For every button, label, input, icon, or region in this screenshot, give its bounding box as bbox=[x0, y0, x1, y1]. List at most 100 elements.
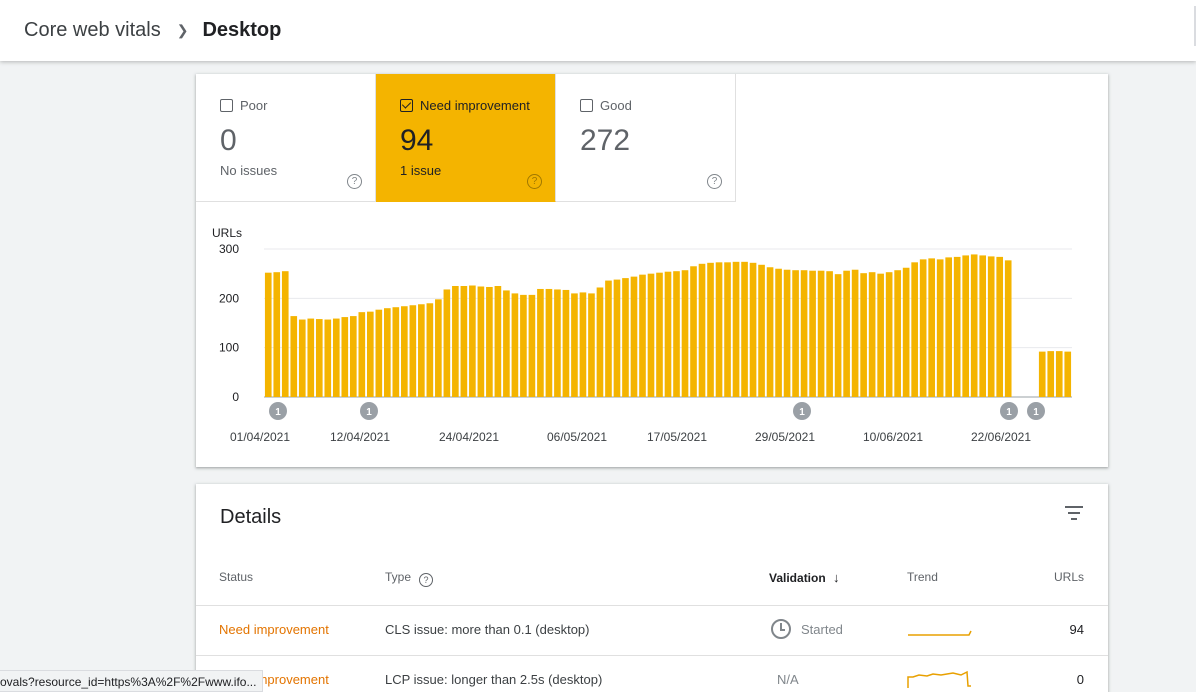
bar bbox=[732, 261, 740, 397]
bar bbox=[911, 262, 918, 397]
arrow-down-icon: ↓ bbox=[833, 570, 840, 585]
help-icon[interactable]: ? bbox=[419, 573, 434, 587]
scrollbar[interactable] bbox=[1194, 6, 1196, 46]
help-icon[interactable]: ? bbox=[347, 174, 362, 189]
bar bbox=[469, 285, 476, 397]
bar bbox=[707, 262, 714, 397]
bar bbox=[579, 292, 587, 397]
annotation-label: 1 bbox=[275, 407, 281, 418]
column-header-urls[interactable]: URLs bbox=[1053, 570, 1084, 584]
bar bbox=[885, 272, 893, 397]
bar bbox=[698, 263, 706, 397]
annotation-marker bbox=[1000, 402, 1018, 420]
bar bbox=[817, 270, 825, 397]
annotation-marker bbox=[1027, 402, 1045, 420]
table-row[interactable]: Need improvement CLS issue: more than 0.… bbox=[196, 605, 1108, 655]
bar bbox=[324, 319, 332, 397]
bar bbox=[562, 289, 570, 397]
tile-label: Need improvement bbox=[420, 98, 530, 113]
row-status: Need improvement bbox=[219, 622, 329, 637]
annotation-label: 1 bbox=[799, 407, 805, 418]
bar bbox=[307, 318, 315, 397]
bar bbox=[775, 268, 782, 397]
trend-sparkline bbox=[907, 670, 971, 688]
clock-icon bbox=[771, 619, 791, 639]
bar bbox=[851, 269, 859, 397]
bar bbox=[426, 303, 434, 397]
bar bbox=[358, 312, 366, 397]
row-urls: 94 bbox=[1069, 622, 1084, 637]
bar bbox=[571, 293, 578, 397]
bar bbox=[749, 262, 757, 397]
summary-card: Poor 0 No issues ? Need improvement 94 1… bbox=[196, 74, 1108, 467]
bar bbox=[809, 270, 816, 397]
bar bbox=[409, 305, 417, 397]
column-header-validation[interactable]: Validation ↓ bbox=[769, 570, 840, 585]
help-icon[interactable]: ? bbox=[527, 174, 542, 189]
bar bbox=[273, 272, 281, 397]
bar bbox=[486, 286, 493, 397]
y-tick-label: 300 bbox=[219, 242, 239, 256]
annotation-marker bbox=[269, 402, 287, 420]
row-validation: Started bbox=[801, 622, 843, 637]
bar bbox=[1004, 260, 1012, 397]
urls-bar-chart: URLs 300 200 100 0 01/04/2021 12/04/2021 24/04/… bbox=[212, 226, 1072, 444]
bar bbox=[401, 306, 408, 397]
table-row[interactable]: Need improvement LCP issue: longer than … bbox=[196, 655, 1108, 692]
help-icon[interactable]: ? bbox=[707, 174, 722, 189]
bar bbox=[639, 274, 646, 397]
annotation-marker bbox=[360, 402, 378, 420]
x-tick-label: 01/04/2021 bbox=[230, 430, 290, 444]
bar bbox=[919, 259, 927, 397]
checkbox-need-improvement[interactable] bbox=[400, 99, 413, 112]
chevron-right-icon: ❯ bbox=[176, 22, 189, 38]
y-tick-label: 100 bbox=[219, 341, 239, 355]
page-title: Desktop bbox=[202, 19, 282, 41]
bar bbox=[290, 316, 298, 397]
bar bbox=[860, 273, 867, 397]
bar bbox=[281, 271, 289, 397]
x-tick-label: 12/04/2021 bbox=[330, 430, 390, 444]
bar bbox=[528, 294, 536, 397]
checkbox-poor[interactable] bbox=[220, 99, 233, 112]
bar bbox=[1055, 351, 1063, 397]
bar bbox=[605, 280, 612, 397]
bar bbox=[418, 304, 425, 397]
column-header-status[interactable]: Status bbox=[219, 570, 254, 584]
bar bbox=[1064, 351, 1072, 397]
annotation-label: 1 bbox=[1006, 407, 1012, 418]
bar bbox=[800, 270, 808, 397]
x-tick-label: 22/06/2021 bbox=[971, 430, 1031, 444]
bar bbox=[758, 264, 765, 397]
bar bbox=[970, 254, 978, 397]
x-tick-label: 29/05/2021 bbox=[755, 430, 815, 444]
bar bbox=[375, 309, 383, 397]
tile-need-improvement[interactable]: Need improvement 94 1 issue ? bbox=[376, 74, 556, 202]
details-card: Details Status Type? Validation ↓ Trend … bbox=[196, 484, 1108, 692]
breadcrumb-root-link[interactable]: Core web vitals bbox=[24, 19, 161, 41]
x-tick-label: 17/05/2021 bbox=[647, 430, 707, 444]
filter-icon[interactable] bbox=[1062, 506, 1086, 526]
browser-status-url: ovals?resource_id=https%3A%2F%2Fwww.ifo.… bbox=[0, 670, 264, 692]
bar bbox=[332, 318, 340, 397]
bar bbox=[452, 286, 459, 397]
annotation-label: 1 bbox=[366, 407, 372, 418]
bar bbox=[715, 262, 723, 397]
trend-sparkline bbox=[908, 630, 972, 636]
tile-good[interactable]: Good 272 ? bbox=[556, 74, 736, 202]
bar bbox=[554, 289, 561, 397]
bar bbox=[264, 272, 272, 397]
tile-poor[interactable]: Poor 0 No issues ? bbox=[196, 74, 376, 202]
bar bbox=[783, 269, 791, 397]
checkbox-good[interactable] bbox=[580, 99, 593, 112]
x-tick-label: 10/06/2021 bbox=[863, 430, 923, 444]
bar bbox=[996, 256, 1004, 397]
row-validation: N/A bbox=[777, 672, 799, 687]
column-header-type[interactable]: Type? bbox=[385, 570, 434, 587]
bar bbox=[664, 271, 672, 397]
bar bbox=[392, 307, 400, 397]
bar bbox=[868, 272, 876, 397]
annotation-marker bbox=[793, 402, 811, 420]
bar bbox=[1047, 351, 1055, 397]
bar bbox=[724, 262, 731, 397]
